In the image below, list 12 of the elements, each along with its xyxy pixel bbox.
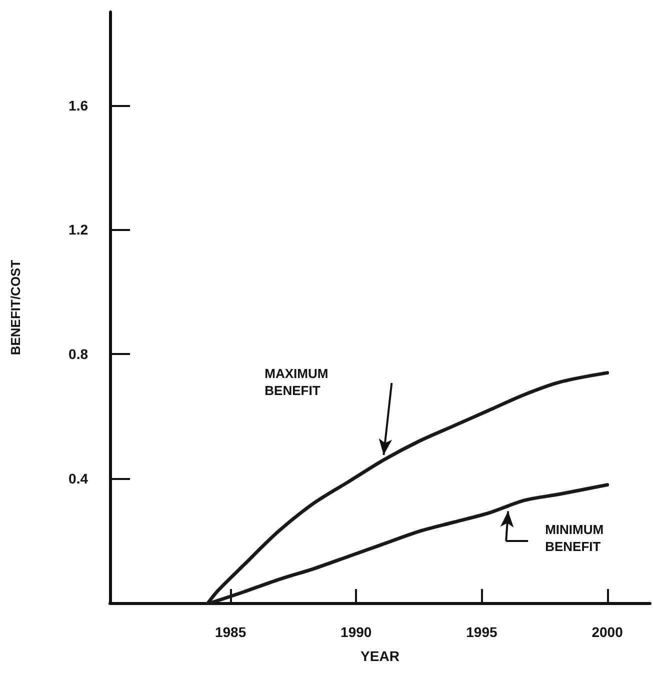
y-tick-label: 1.6	[68, 97, 88, 114]
y-tick-label: 1.2	[68, 222, 88, 238]
annotation: MAXIMUM BENEFIT	[264, 366, 328, 398]
x-tick-label: 2000	[592, 624, 624, 640]
y-axis-title: BENEFIT/COST	[8, 260, 23, 356]
y-tick-label: 0.8	[68, 346, 88, 362]
x-tick-label: 1990	[340, 624, 372, 640]
x-tick-label: 1995	[466, 624, 498, 640]
x-tick-label: 1985	[214, 624, 246, 640]
annotation: MINIMUM BENEFIT	[545, 522, 604, 554]
y-tick-label: 0.4	[68, 470, 88, 487]
x-axis-title: YEAR	[360, 648, 400, 664]
